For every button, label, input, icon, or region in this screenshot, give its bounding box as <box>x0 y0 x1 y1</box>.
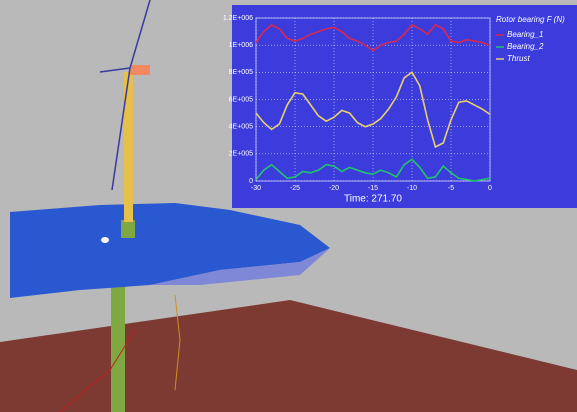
series-line <box>255 23 491 52</box>
y-tick-label: 6E+005 <box>229 96 253 103</box>
series-line <box>255 158 491 182</box>
mooring <box>174 294 181 391</box>
x-tick-label: -30 <box>251 185 261 192</box>
legend-title: Rotor bearing F (N) <box>496 15 565 24</box>
legend-label: Thrust <box>507 54 530 63</box>
legend-label: Bearing_1 <box>507 30 543 39</box>
y-tick-label: 1.2E+006 <box>223 15 253 22</box>
x-tick-label: -5 <box>448 185 454 192</box>
tower-lower <box>111 280 125 412</box>
y-tick-label: 4E+005 <box>229 124 253 131</box>
x-axis-label: Time: 271.70 <box>344 194 402 205</box>
nacelle <box>130 65 150 75</box>
series-line <box>255 71 491 149</box>
x-tick-label: -10 <box>407 185 417 192</box>
mooring <box>59 329 136 412</box>
blade <box>111 67 131 191</box>
tower-upper <box>124 72 133 222</box>
x-tick-label: -15 <box>368 185 378 192</box>
buoy <box>101 237 109 243</box>
blade <box>129 0 151 69</box>
water-surface <box>10 203 330 298</box>
y-tick-label: 1E+006 <box>229 42 253 49</box>
y-tick-label: 2E+005 <box>229 151 253 158</box>
water-shade <box>150 248 330 285</box>
floor <box>0 300 577 412</box>
blade <box>99 67 131 73</box>
y-tick-label: 0 <box>249 178 253 185</box>
y-tick-label: 8E+005 <box>229 69 253 76</box>
x-tick-label: -20 <box>329 185 339 192</box>
legend-label: Bearing_2 <box>507 42 544 51</box>
x-tick-label: 0 <box>488 185 492 192</box>
tower-mid <box>121 220 135 238</box>
x-tick-label: -25 <box>290 185 300 192</box>
